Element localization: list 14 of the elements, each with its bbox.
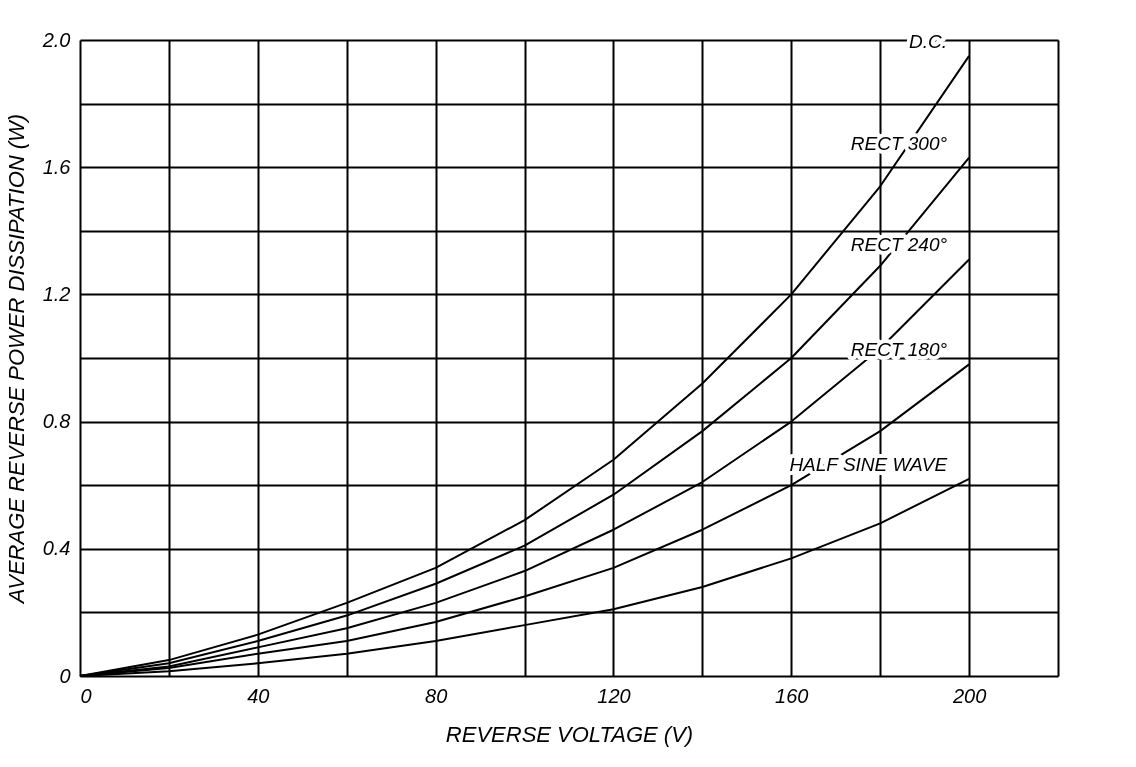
y-tick-label: 0.4 <box>42 537 71 560</box>
x-tick-label: 200 <box>951 684 987 707</box>
y-tick-label: 1.2 <box>42 282 71 305</box>
x-tick-label: 120 <box>597 684 631 707</box>
y-tick-label: 0 <box>59 664 71 687</box>
y-tick-label: 0.8 <box>42 410 71 433</box>
x-tick-label: 40 <box>247 684 270 707</box>
y-axis-title: AVERAGE REVERSE POWER DISSIPATION (W) <box>3 113 29 606</box>
x-tick-label: 160 <box>775 684 809 707</box>
x-axis-title: REVERSE VOLTAGE (V) <box>445 721 694 747</box>
x-tick-label: 0 <box>80 684 92 707</box>
x-tick-label: 80 <box>425 684 448 707</box>
y-tick-label: 1.6 <box>42 155 72 178</box>
y-tick-label: 2.0 <box>41 28 71 51</box>
